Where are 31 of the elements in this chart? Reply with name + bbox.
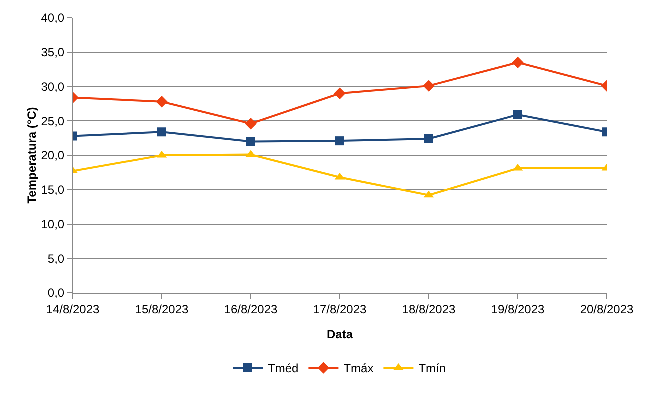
point xyxy=(424,134,434,144)
y-tick-label: 0,0 xyxy=(48,286,65,300)
x-axis-title: Data xyxy=(326,327,354,342)
y-tick-label: 25,0 xyxy=(41,114,65,128)
point xyxy=(336,136,344,146)
legend-label: Tmín xyxy=(418,362,446,376)
point xyxy=(156,96,168,108)
x-tick-label: 16/8/2023 xyxy=(224,302,278,316)
point xyxy=(334,88,346,100)
point xyxy=(246,137,256,146)
legend-label: Tméd xyxy=(268,362,299,376)
x-tick-label: 19/8/2023 xyxy=(491,302,546,316)
x-tick-label: 17/8/2023 xyxy=(313,302,368,316)
y-tick-label: 15,0 xyxy=(41,183,65,198)
x-tick-label: 20/8/2023 xyxy=(580,302,634,316)
point xyxy=(245,118,257,130)
point xyxy=(423,80,435,92)
y-tick-label: 30,0 xyxy=(41,80,65,94)
point xyxy=(514,110,522,120)
y-tick-label: 10,0 xyxy=(41,217,65,232)
x-tick-label: 18/8/2023 xyxy=(402,302,456,316)
y-axis-title: Temperatura (°C) xyxy=(25,107,40,204)
y-tick-label: 40,0 xyxy=(41,11,65,26)
legend-label: Tmáx xyxy=(344,362,374,376)
point xyxy=(158,128,166,137)
x-tick-label: 14/8/2023 xyxy=(46,302,100,316)
y-tick-label: 5,0 xyxy=(48,252,65,266)
x-tick-label: 15/8/2023 xyxy=(135,302,190,316)
y-tick-label: 35,0 xyxy=(41,46,65,60)
point xyxy=(512,56,524,69)
y-tick-label: 20,0 xyxy=(41,148,65,163)
